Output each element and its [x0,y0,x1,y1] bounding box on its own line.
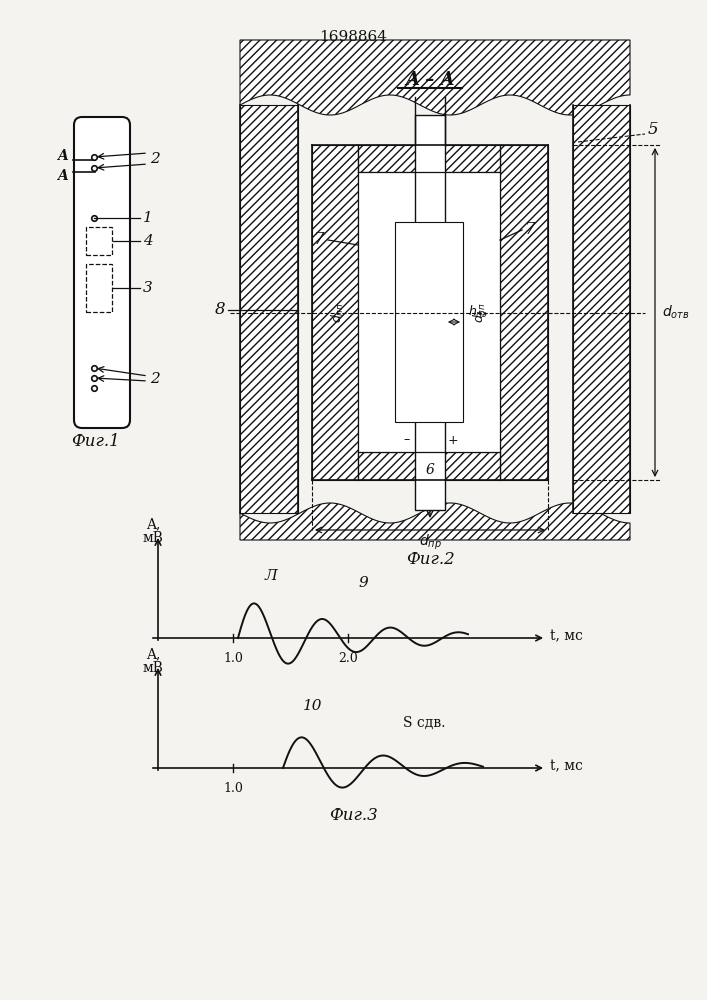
Bar [86,264,112,312]
Text: 7: 7 [315,232,325,248]
Text: 4: 4 [143,234,153,248]
Polygon shape [240,40,630,115]
Text: A – A: A – A [405,71,455,89]
Text: $d_{пп}$: $d_{пп}$ [472,302,488,323]
Text: мВ: мВ [143,661,163,675]
Polygon shape [358,452,500,480]
Text: $d_{пр}$: $d_{пр}$ [419,532,441,552]
FancyBboxPatch shape [74,117,130,428]
Bar [358,172,500,452]
Polygon shape [500,145,548,480]
Text: $d_{пп}$: $d_{пп}$ [330,302,346,323]
Text: 2: 2 [150,372,160,386]
Text: S сдв.: S сдв. [403,716,445,730]
Polygon shape [358,145,500,172]
Text: Фиг.1: Фиг.1 [71,434,119,450]
Text: $h_{пэ}$: $h_{пэ}$ [468,304,488,320]
Text: 1698864: 1698864 [319,30,387,44]
Text: 1.0: 1.0 [223,782,243,795]
Text: 10: 10 [303,699,323,713]
Text: 8: 8 [214,302,225,318]
Text: Л: Л [264,569,277,583]
Text: 3: 3 [143,281,153,295]
Text: мВ: мВ [143,531,163,545]
Bar [395,222,463,422]
Text: t, мс: t, мс [550,629,583,643]
Text: A,: A, [146,647,160,661]
Text: 9: 9 [358,576,368,590]
Text: 2: 2 [150,152,160,166]
Text: 5: 5 [648,121,659,138]
Text: t, мс: t, мс [550,759,583,773]
Text: 6: 6 [426,463,434,477]
Text: –: – [404,434,410,446]
Text: $d_{отв}$: $d_{отв}$ [662,304,689,321]
Polygon shape [240,503,630,540]
Text: 2.0: 2.0 [338,652,358,665]
Text: A: A [57,169,68,183]
Text: +: + [448,434,458,446]
Text: 1: 1 [143,211,153,225]
Text: A,: A, [146,517,160,531]
Bar [86,227,112,255]
Text: Фиг.2: Фиг.2 [406,552,455,568]
Bar [415,115,445,510]
Text: A: A [57,149,68,163]
Polygon shape [240,105,298,513]
Text: 7: 7 [525,222,536,238]
Text: Фиг.3: Фиг.3 [329,806,378,824]
Polygon shape [312,145,358,480]
Polygon shape [573,105,630,513]
Text: 1.0: 1.0 [223,652,243,665]
